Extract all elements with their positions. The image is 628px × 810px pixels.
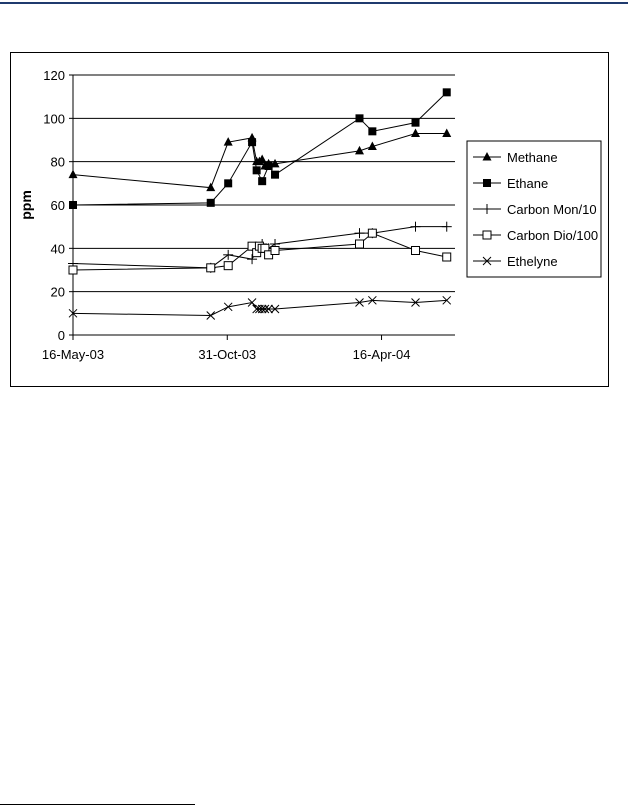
point-ethelyne-1 bbox=[206, 311, 216, 320]
point-ethane-0 bbox=[69, 201, 77, 209]
point-ethelyne-10-b bbox=[355, 298, 364, 307]
point-ethane-1 bbox=[206, 198, 215, 207]
legend-marker-carbon-dio-100 bbox=[482, 230, 492, 240]
point-ethelyne-13-b bbox=[442, 295, 452, 305]
y-tick-label-20: 20 bbox=[51, 285, 65, 300]
point-ethelyne-10 bbox=[355, 298, 364, 307]
x-tick-label-1: 31-Oct-03 bbox=[198, 347, 256, 362]
legend-label-methane: Methane bbox=[507, 150, 558, 165]
y-tick-label-40: 40 bbox=[51, 241, 65, 256]
legend-label-ethelyne: Ethelyne bbox=[507, 254, 558, 269]
line-chart: 0 20 40 60 80 100 120 16-May-03 31-Oct-03 16-Apr-… bbox=[18, 68, 602, 362]
x-tick-label-0: 16-May-03 bbox=[42, 347, 104, 362]
point-carbon-mon-10-8 bbox=[354, 228, 365, 239]
point-methane-12 bbox=[411, 128, 421, 137]
point-carbon-mon-10-2 bbox=[223, 249, 234, 260]
point-ethelyne-0-b bbox=[68, 308, 78, 318]
y-tick-label-120: 120 bbox=[43, 68, 65, 83]
point-ethelyne-9-b bbox=[270, 304, 280, 314]
y-tick-label-60: 60 bbox=[51, 198, 65, 213]
point-ethelyne-6-b bbox=[257, 304, 267, 314]
point-ethelyne-11 bbox=[368, 295, 377, 305]
legend-marker-ethane bbox=[483, 179, 491, 187]
point-methane-10 bbox=[355, 145, 364, 155]
point-ethelyne-13 bbox=[442, 295, 452, 305]
y-axis-label: ppm bbox=[18, 190, 34, 220]
legend-label-carbon-mon-10: Carbon Mon/10 bbox=[507, 202, 597, 217]
point-ethelyne-6 bbox=[257, 304, 267, 314]
legend-marker-methane bbox=[482, 152, 492, 161]
point-methane-9 bbox=[270, 158, 280, 168]
y-tick-label-80: 80 bbox=[51, 155, 65, 170]
point-methane-2 bbox=[223, 137, 233, 146]
y-tick-label-100: 100 bbox=[43, 111, 65, 126]
x-tick-label-2: 16-Apr-04 bbox=[353, 347, 411, 362]
point-carbon-mon-10-10 bbox=[410, 221, 421, 232]
point-ethane-10 bbox=[411, 118, 420, 127]
point-ethelyne-11-b bbox=[368, 295, 377, 305]
point-ethane-6 bbox=[264, 162, 273, 170]
point-carbon-mon-10-11 bbox=[441, 221, 452, 232]
point-methane-13 bbox=[442, 128, 452, 137]
point-ethelyne-3 bbox=[247, 298, 257, 307]
legend-label-ethane: Ethane bbox=[507, 176, 548, 191]
point-ethane-5 bbox=[258, 177, 267, 186]
point-ethelyne-7 bbox=[260, 304, 270, 314]
series-line-ethelyne bbox=[72, 299, 447, 317]
point-carbon-dio-100-0 bbox=[68, 265, 78, 275]
point-carbon-dio-100-12 bbox=[411, 246, 421, 255]
point-ethelyne-12 bbox=[411, 298, 420, 307]
point-carbon-dio-100-11 bbox=[367, 228, 377, 238]
point-carbon-dio-100-13 bbox=[442, 252, 452, 262]
point-methane-11 bbox=[367, 141, 377, 150]
legend-marker-ethelyne-b bbox=[482, 256, 492, 266]
header-rule bbox=[0, 2, 628, 4]
y-tick-label-0: 0 bbox=[58, 328, 65, 343]
point-carbon-dio-100-2 bbox=[223, 261, 233, 271]
point-ethane-4 bbox=[252, 166, 261, 175]
point-ethelyne-2 bbox=[223, 302, 233, 312]
point-methane-0 bbox=[68, 169, 78, 179]
footnote-rule bbox=[0, 804, 195, 805]
point-methane-6 bbox=[257, 154, 267, 163]
point-carbon-dio-100-10 bbox=[355, 239, 364, 249]
point-ethelyne-3-b bbox=[247, 298, 257, 307]
legend-marker-carbon-mon-10 bbox=[482, 204, 492, 214]
point-ethelyne-8 bbox=[264, 304, 273, 314]
point-carbon-mon-10-3 bbox=[247, 254, 258, 265]
point-ethelyne-1-b bbox=[206, 311, 216, 320]
point-ethelyne-2-b bbox=[223, 302, 233, 312]
point-ethelyne-8-b bbox=[264, 304, 273, 314]
point-ethane-3 bbox=[248, 138, 257, 147]
point-ethelyne-9 bbox=[270, 304, 280, 314]
point-ethane-9 bbox=[368, 127, 377, 136]
point-ethane-8 bbox=[355, 114, 364, 123]
legend-label-carbon-dio-100: Carbon Dio/100 bbox=[507, 228, 598, 243]
point-ethelyne-0 bbox=[68, 308, 78, 318]
point-ethane-2 bbox=[224, 179, 233, 188]
legend-marker-ethelyne bbox=[482, 256, 492, 266]
chart-frame: 0 20 40 60 80 100 120 16-May-03 31-Oct-03 16-Apr-… bbox=[10, 52, 609, 387]
point-carbon-dio-100-9 bbox=[270, 246, 280, 255]
point-carbon-dio-100-1 bbox=[206, 263, 216, 273]
point-ethelyne-7-b bbox=[260, 304, 270, 314]
point-ethane-11 bbox=[442, 88, 451, 97]
point-ethelyne-12-b bbox=[411, 298, 420, 307]
point-ethane-7 bbox=[271, 170, 280, 179]
series-line-ethane bbox=[72, 91, 448, 206]
point-methane-1 bbox=[206, 182, 216, 192]
